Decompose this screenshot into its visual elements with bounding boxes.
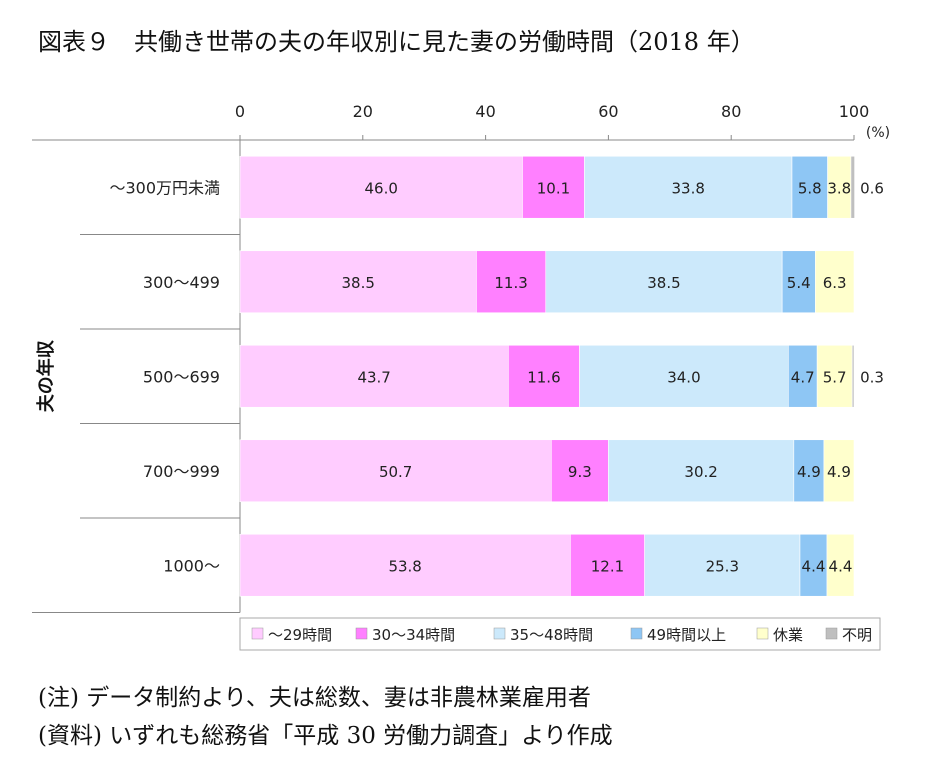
legend-swatch bbox=[630, 627, 643, 640]
data-label: 5.7 bbox=[823, 368, 847, 386]
data-label: 5.4 bbox=[787, 274, 811, 292]
bar-segment bbox=[793, 439, 825, 503]
footnote-note: (注) データ制約より、夫は総数、妻は非農林業雇用者 bbox=[38, 685, 591, 711]
legend-swatch bbox=[756, 627, 769, 640]
bar-segment bbox=[239, 533, 571, 597]
bar-segment bbox=[781, 250, 816, 314]
category-label: 700～999 bbox=[143, 462, 220, 481]
legend-swatch bbox=[825, 627, 838, 640]
data-label: 43.7 bbox=[357, 368, 390, 386]
data-label: 12.1 bbox=[591, 557, 624, 575]
x-tick-label: 60 bbox=[598, 102, 618, 121]
x-tick-label: 100 bbox=[839, 102, 870, 121]
bar-segment bbox=[579, 344, 789, 408]
bar-segment bbox=[826, 533, 855, 597]
bar-segment bbox=[239, 250, 477, 314]
data-label: 30.2 bbox=[684, 463, 717, 481]
bar-segment bbox=[816, 344, 853, 408]
data-label: 50.7 bbox=[379, 463, 412, 481]
bar-segment bbox=[823, 439, 855, 503]
category-label: ～300万円未満 bbox=[109, 178, 220, 197]
data-label: 4.4 bbox=[802, 557, 826, 575]
bar-segment bbox=[239, 344, 509, 408]
legend-swatch bbox=[493, 627, 506, 640]
bar-segment bbox=[850, 155, 855, 219]
category-label: 300～499 bbox=[143, 273, 220, 292]
y-axis-title: 夫の年収 bbox=[35, 339, 57, 412]
bar-segment bbox=[476, 250, 547, 314]
data-label: 5.8 bbox=[798, 179, 822, 197]
legend-label: 49時間以上 bbox=[647, 626, 726, 644]
category-label: 1000～ bbox=[163, 556, 220, 575]
legend-swatch bbox=[355, 627, 368, 640]
bar-segment bbox=[799, 533, 828, 597]
legend-label: 30～34時間 bbox=[372, 626, 455, 644]
data-label: 46.0 bbox=[365, 179, 398, 197]
legend-box bbox=[239, 617, 881, 651]
data-label: 33.8 bbox=[672, 179, 705, 197]
bar-segment bbox=[815, 250, 855, 314]
data-label: 34.0 bbox=[667, 368, 700, 386]
x-tick-label: 40 bbox=[475, 102, 495, 121]
chart-title: 図表９ 共働き世帯の夫の年収別に見た妻の労働時間（2018 年） bbox=[38, 28, 755, 56]
bar-segment bbox=[788, 344, 818, 408]
bar-segment bbox=[584, 155, 793, 219]
data-label: 38.5 bbox=[647, 274, 680, 292]
data-label: 11.6 bbox=[527, 368, 560, 386]
bar-segment bbox=[508, 344, 580, 408]
data-label: 0.3 bbox=[860, 368, 884, 386]
x-tick-label: 80 bbox=[721, 102, 741, 121]
data-label: 11.3 bbox=[494, 274, 527, 292]
data-label: 4.9 bbox=[797, 463, 821, 481]
bar-segment bbox=[545, 250, 783, 314]
x-tick-label: 0 bbox=[235, 102, 245, 121]
category-label: 500～699 bbox=[143, 367, 220, 386]
legend-label: 休業 bbox=[773, 626, 803, 644]
data-label: 4.7 bbox=[791, 368, 815, 386]
data-label: 4.9 bbox=[827, 463, 851, 481]
footnote-source: (資料) いずれも総務省「平成 30 労働力調査」より作成 bbox=[38, 723, 613, 749]
data-label: 53.8 bbox=[388, 557, 421, 575]
bar-segment bbox=[239, 155, 523, 219]
bar-segment bbox=[239, 439, 552, 503]
data-label: 3.8 bbox=[827, 179, 851, 197]
legend-label: 35～48時間 bbox=[510, 626, 593, 644]
data-label: 38.5 bbox=[341, 274, 374, 292]
data-label: 6.3 bbox=[823, 274, 847, 292]
data-label: 9.3 bbox=[568, 463, 592, 481]
bar-segment bbox=[550, 439, 609, 503]
bar-segment bbox=[791, 155, 828, 219]
data-label: 0.6 bbox=[860, 179, 884, 197]
data-label: 10.1 bbox=[537, 179, 570, 197]
x-tick-label: 20 bbox=[353, 102, 373, 121]
data-label: 25.3 bbox=[706, 557, 739, 575]
bar-segment bbox=[851, 344, 855, 408]
legend-label: ～29時間 bbox=[268, 626, 332, 644]
legend-swatch bbox=[251, 627, 264, 640]
data-label: 4.4 bbox=[829, 557, 853, 575]
bar-segment bbox=[522, 155, 585, 219]
bar-segment bbox=[570, 533, 645, 597]
x-unit-label: (%) bbox=[866, 125, 890, 141]
legend-label: 不明 bbox=[842, 626, 872, 644]
bar-segment bbox=[644, 533, 801, 597]
